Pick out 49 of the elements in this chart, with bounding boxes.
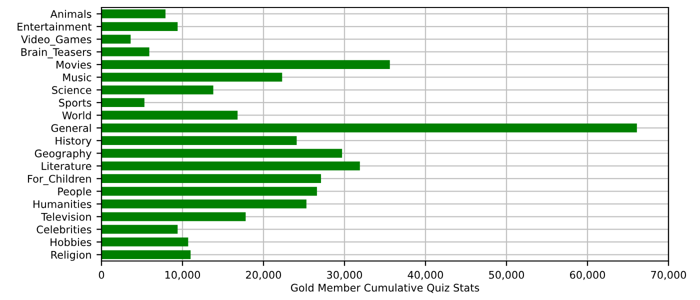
bar <box>102 110 238 120</box>
bar <box>102 148 342 158</box>
y-tick-label: Music <box>63 73 92 82</box>
y-tick-label: Science <box>52 86 92 94</box>
bar <box>102 250 191 260</box>
bar <box>102 85 214 94</box>
x-tick-label: 70,000 <box>651 270 686 280</box>
bar <box>102 72 282 82</box>
y-tick-label: Brain_Teasers <box>21 48 92 58</box>
bar <box>102 186 317 196</box>
x-tick-label: 10,000 <box>165 270 200 280</box>
bar <box>102 238 188 246</box>
x-tick-label: 50,000 <box>489 270 524 280</box>
y-tick-label: Celebrities <box>36 225 92 234</box>
y-tick-label: Video_Games <box>21 35 92 46</box>
x-tick-label: 60,000 <box>570 270 606 280</box>
y-tick-label: Humanities <box>34 200 92 208</box>
y-tick-label: Entertainment <box>18 22 92 31</box>
y-tick-label: Television <box>41 212 91 221</box>
bar <box>102 60 390 69</box>
x-tick-label: 0 <box>98 270 104 279</box>
y-tick-label: Literature <box>42 162 92 170</box>
bar <box>102 47 150 56</box>
bar <box>102 136 297 146</box>
bar <box>102 123 637 132</box>
y-tick-label: Animals <box>50 10 92 18</box>
y-tick-label: General <box>51 124 91 132</box>
y-tick-label: Geography <box>34 149 92 160</box>
bar <box>102 162 360 170</box>
bar <box>102 34 131 44</box>
bar <box>102 200 306 208</box>
bar <box>102 224 178 234</box>
bar <box>102 212 246 222</box>
x-tick-label: 20,000 <box>246 270 282 280</box>
y-tick-label: People <box>58 187 92 198</box>
y-tick-label: History <box>56 136 92 147</box>
bar <box>102 9 166 18</box>
bar <box>102 174 322 184</box>
y-tick-label: Sports <box>59 98 92 109</box>
x-tick-label: 40,000 <box>408 270 444 280</box>
y-tick-label: Movies <box>56 60 92 69</box>
y-tick-label: Religion <box>51 250 91 261</box>
bar <box>102 98 144 107</box>
y-tick-label: World <box>62 111 91 120</box>
x-tick-label: 30,000 <box>327 270 362 280</box>
y-tick-label: For_Children <box>28 174 91 186</box>
y-tick-label: Hobbies <box>50 238 92 246</box>
bar <box>102 22 178 31</box>
x-axis-title: Gold Member Cumulative Quiz Stats <box>290 284 480 293</box>
